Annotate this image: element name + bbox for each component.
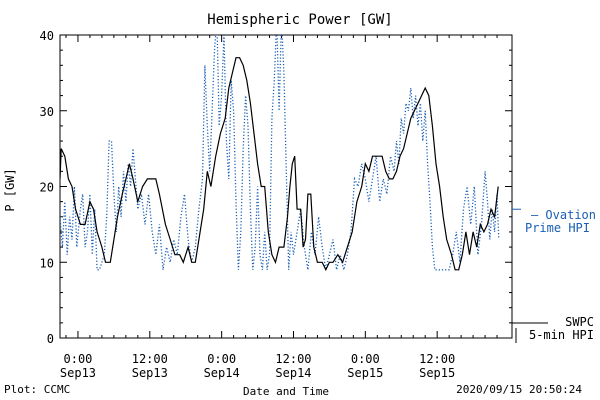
x-tick-label-date: Sep14	[204, 366, 240, 380]
x-axis-label: Date and Time	[243, 385, 329, 398]
series-layer	[60, 35, 500, 272]
footer-credit: Plot: CCMC	[4, 383, 71, 396]
legend-swpc-label-2: 5-min HPI	[529, 328, 594, 342]
series-ovation-prime-line	[60, 35, 500, 271]
legend-ovation-label-2: Prime HPI	[525, 221, 590, 235]
x-tick-label-time: 12:00	[275, 352, 311, 366]
x-tick-label-date: Sep13	[132, 366, 168, 380]
x-tick-label-date: Sep15	[347, 366, 383, 380]
x-tick-label-date: Sep13	[60, 366, 96, 380]
chart-title: Hemispheric Power [GW]	[207, 12, 393, 28]
x-tick-label-date: Sep14	[275, 366, 311, 380]
y-tick-label: 40	[40, 29, 54, 43]
legend-swpc-label-1: SWPC	[565, 315, 594, 329]
x-tick-label-time: 12:00	[132, 352, 168, 366]
y-tick-label: 20	[40, 181, 54, 195]
x-tick-label-date: Sep15	[419, 366, 455, 380]
plot-frame	[59, 34, 513, 339]
y-axis-label: P [GW]	[3, 168, 17, 211]
y-tick-label: 10	[40, 256, 54, 270]
y-axis: 0 10 20 30 40	[40, 29, 512, 346]
series-swpc-line	[60, 57, 499, 272]
x-tick-label-time: 0:00	[351, 352, 380, 366]
footer-timestamp: 2020/09/15 20:50:24	[456, 383, 582, 396]
legend-ovation-label-1: – Ovation	[531, 208, 596, 222]
x-tick-label-time: 0:00	[64, 352, 93, 366]
y-tick-label: 30	[40, 105, 54, 119]
plot-area	[59, 34, 513, 339]
x-tick-label-time: 12:00	[419, 352, 455, 366]
x-tick-label-time: 0:00	[207, 352, 236, 366]
y-tick-label: 0	[47, 332, 54, 346]
x-axis: 0:00Sep1312:00Sep130:00Sep1412:00Sep140:…	[60, 35, 498, 380]
